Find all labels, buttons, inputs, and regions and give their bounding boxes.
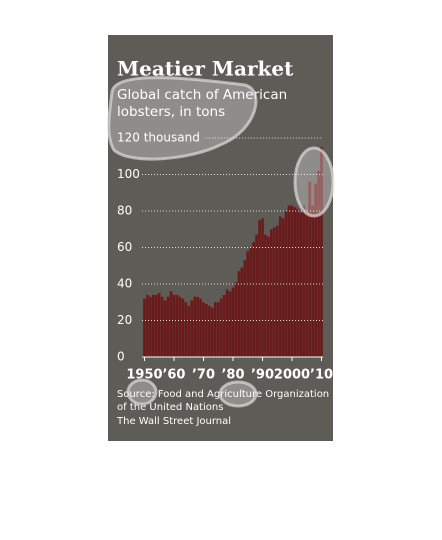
bar [314,183,317,357]
bar [320,147,323,357]
bar [202,302,205,357]
bar [267,236,270,357]
x-tick-label: 1950 [126,368,162,383]
bar [154,294,158,357]
bar [199,298,202,357]
bar [311,205,314,357]
bar [169,291,173,357]
bar [193,296,196,357]
bar [293,207,297,357]
highlight [107,76,258,161]
highlight [293,146,335,218]
bar [219,298,223,357]
bar [187,305,191,357]
bar [146,294,149,357]
bar [255,234,258,357]
y-tick-label: 40 [117,277,132,291]
y-tick-label: 100 [117,167,140,181]
bar [208,305,211,357]
plot [142,137,323,361]
subtitle: lobsters, in tons [117,104,225,120]
y-tick-label: 80 [117,204,132,218]
bar [290,205,294,357]
bar [178,296,182,357]
bar [172,294,176,357]
bar [181,298,185,357]
bar [317,170,320,357]
subtitle: Global catch of American [117,87,287,103]
bar [296,209,300,357]
bar [143,298,146,357]
bar [213,302,217,357]
bar [246,251,250,357]
bar [249,247,253,357]
bar [258,220,261,357]
bar [305,211,309,357]
y-tick-label: 60 [117,240,132,254]
highlights [107,76,335,408]
y-tick-label: 0 [117,350,125,364]
bar [163,300,167,357]
bar [211,307,214,357]
x-tick-label: ’10 [310,368,333,383]
bar [231,287,235,357]
x-tick-label: ’70 [192,368,215,383]
bar [216,302,220,357]
x-tick-label: ’60 [162,368,185,383]
x-tick-label: ’90 [251,368,274,383]
bar [281,218,285,357]
bar [278,216,282,357]
bar [157,293,161,357]
highlight [126,378,158,406]
bar [175,294,179,357]
bar [152,294,155,357]
bar [264,234,267,357]
y-tick-label: 20 [117,313,132,327]
x-tick-label: ’80 [221,368,244,383]
bar [299,212,303,357]
bar [270,229,273,357]
bar [205,304,208,357]
bar [160,296,164,357]
bar [149,296,152,357]
bar [225,289,229,357]
bar [184,302,188,357]
source: The Wall Street Journal [116,416,231,427]
bar [252,242,255,357]
bar [243,260,247,357]
bar [272,227,276,357]
source: Source: Food and Agriculture Organizatio… [117,389,329,400]
bar [302,205,306,357]
source: of the United Nations [117,402,223,413]
bar [308,181,312,357]
x-tick-label: 2000 [274,368,310,383]
bar [228,291,232,357]
bar [196,296,199,357]
bar [166,296,170,357]
bar [275,225,279,357]
bar [240,267,244,357]
highlight [218,380,258,408]
bar [222,294,226,357]
y-tick-label: 120 thousand [117,131,200,145]
bar [261,218,264,357]
bar [234,282,238,357]
bar [287,205,291,357]
bar [237,271,241,357]
bar [190,300,194,357]
